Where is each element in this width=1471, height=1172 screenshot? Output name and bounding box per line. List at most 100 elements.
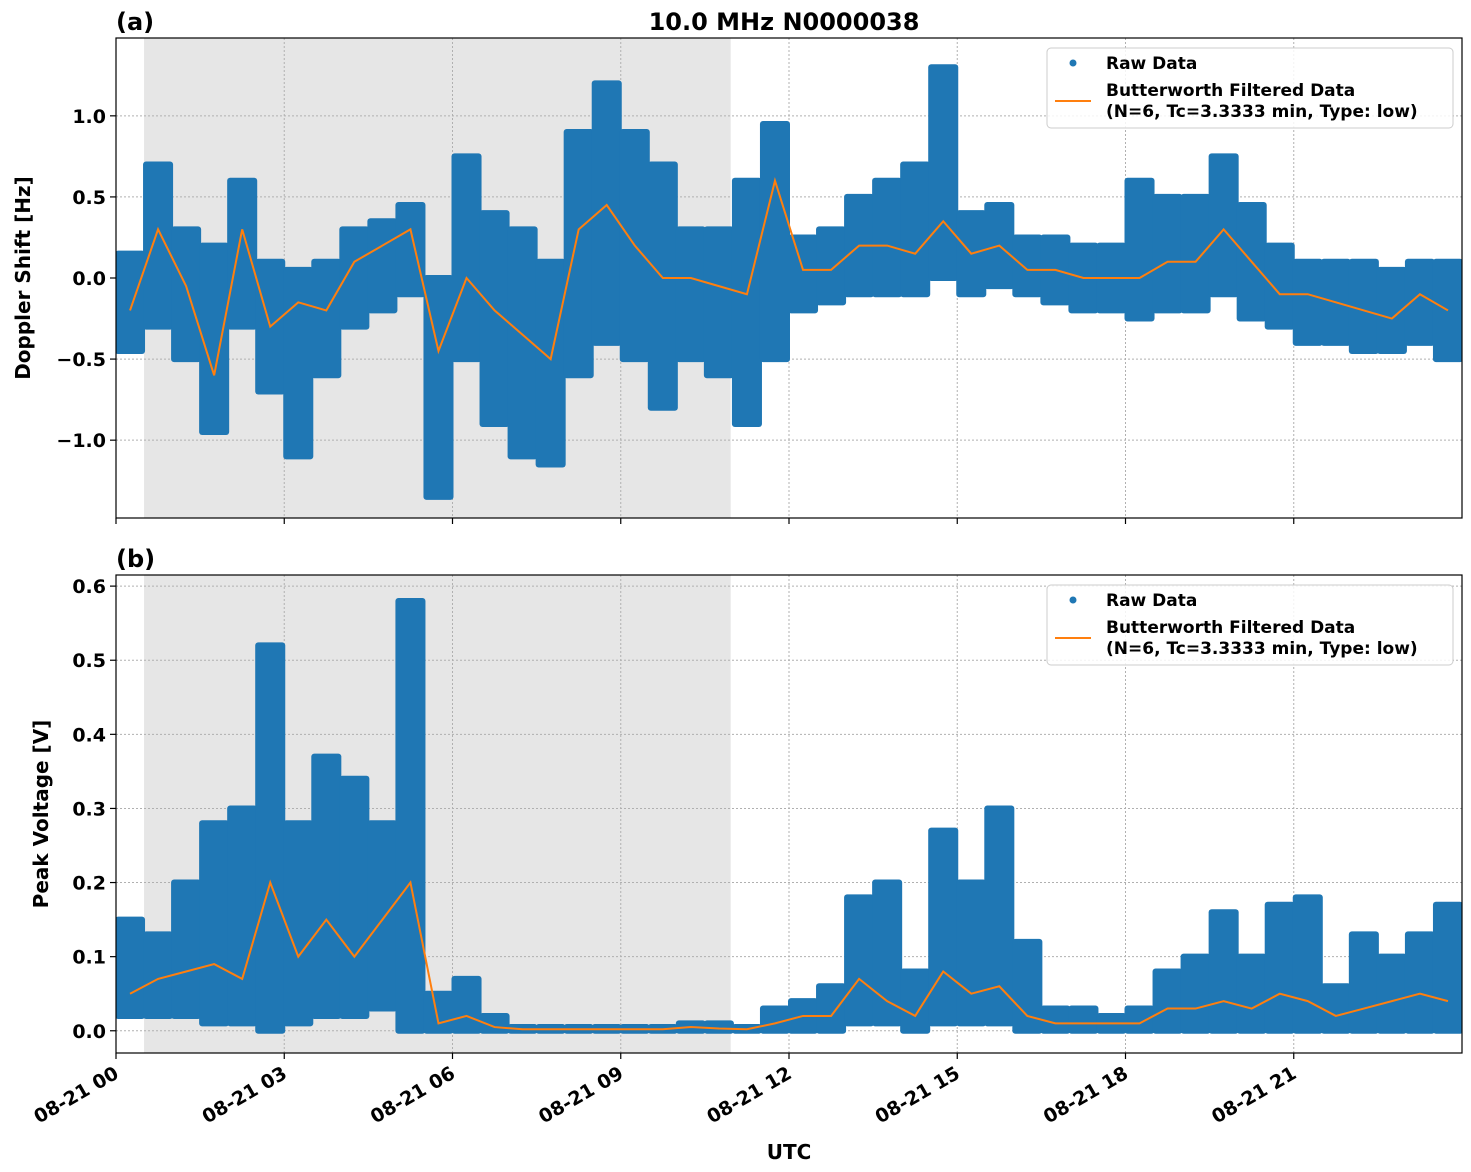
y-axis-label: Peak Voltage [V]: [29, 720, 53, 909]
y-tick-label: 0.1: [72, 947, 106, 969]
raw-data-band: [423, 990, 454, 1034]
raw-data-band: [451, 153, 482, 363]
raw-data-band: [535, 258, 566, 468]
panel-label: (b): [116, 545, 155, 573]
raw-data-band: [675, 226, 706, 363]
raw-data-band: [900, 968, 931, 1034]
raw-data-band: [1264, 901, 1295, 1034]
raw-data-band: [199, 820, 230, 1027]
raw-data-band: [1376, 266, 1407, 354]
legend-filtered-label: Butterworth Filtered Data: [1106, 618, 1355, 638]
x-tick-label: 08-21 12: [703, 1062, 795, 1128]
raw-data-band: [788, 234, 819, 314]
raw-data-band: [928, 827, 959, 1027]
raw-data-band: [1068, 1005, 1099, 1034]
legend-raw-label: Raw Data: [1106, 591, 1197, 611]
raw-data-band: [1404, 931, 1435, 1034]
raw-data-band: [1292, 894, 1323, 1034]
legend-filtered-params: (N=6, Tc=3.3333 min, Type: low): [1106, 639, 1418, 659]
raw-data-band: [367, 218, 398, 314]
raw-data-band: [1152, 968, 1183, 1034]
y-tick-label: 0.3: [72, 798, 106, 820]
raw-data-band: [339, 226, 370, 330]
filtered-data-line: [129, 177, 1449, 376]
raw-data-band: [1180, 193, 1211, 314]
raw-data-band: [872, 177, 903, 298]
raw-data-band: [900, 161, 931, 298]
raw-data-band: [731, 177, 762, 427]
raw-data-band: [759, 1005, 790, 1034]
raw-data-series: [116, 64, 1462, 500]
y-tick-label: 1.0: [72, 106, 106, 128]
raw-data-band: [956, 879, 987, 1027]
raw-data-band: [367, 820, 398, 1012]
raw-data-band: [816, 226, 847, 306]
x-tick-label: 08-21 09: [535, 1062, 627, 1128]
raw-data-band: [311, 753, 342, 1019]
raw-data-band: [171, 879, 202, 1019]
filtered-data-line: [129, 879, 1449, 1031]
raw-data-band: [928, 64, 959, 282]
raw-data-band: [1320, 983, 1351, 1034]
raw-data-band: [311, 258, 342, 379]
raw-data-band: [844, 894, 875, 1027]
y-tick-label: −1.0: [56, 430, 106, 452]
raw-data-band: [199, 242, 230, 436]
x-tick-label: 08-21 03: [198, 1062, 290, 1128]
y-tick-label: 0.2: [72, 873, 106, 895]
raw-data-band: [1432, 901, 1462, 1034]
x-tick-label: 08-21 15: [871, 1062, 963, 1128]
raw-data-band: [563, 129, 594, 379]
raw-data-band: [116, 250, 146, 354]
raw-data-band: [1124, 177, 1155, 322]
raw-data-band: [1012, 234, 1043, 298]
legend-box: [1046, 47, 1454, 129]
raw-data-band: [339, 775, 370, 1019]
raw-data-marker-icon: [1069, 596, 1077, 604]
raw-data-band: [283, 820, 314, 1027]
y-tick-label: 0.6: [72, 576, 106, 598]
raw-data-band: [227, 805, 258, 1027]
legend: Raw Data Butterworth Filtered Data(N=6, T…: [1046, 47, 1454, 129]
raw-data-band: [227, 177, 258, 330]
raw-data-band: [395, 597, 426, 1034]
raw-data-band: [984, 805, 1015, 1027]
raw-data-band: [1208, 153, 1239, 298]
y-axis-label: Doppler Shift [Hz]: [11, 176, 35, 380]
raw-data-series: [116, 597, 1462, 1034]
raw-data-band: [816, 983, 847, 1034]
raw-data-band: [1432, 258, 1462, 363]
raw-data-band: [1376, 953, 1407, 1034]
raw-data-band: [759, 120, 790, 363]
legend-filtered-label: Butterworth Filtered Data: [1106, 81, 1355, 101]
figure-title: 10.0 MHz N0000038: [649, 8, 920, 36]
y-tick-label: −0.5: [56, 349, 106, 371]
raw-data-band: [1264, 242, 1295, 330]
raw-data-band: [1180, 953, 1211, 1034]
x-axis-label: UTC: [767, 1140, 812, 1164]
x-tick-label: 08-21 18: [1040, 1062, 1132, 1128]
legend: Raw Data Butterworth Filtered Data(N=6, T…: [1046, 584, 1454, 666]
y-tick-label: 0.5: [72, 187, 106, 209]
raw-data-band: [591, 80, 622, 346]
raw-data-band: [1404, 258, 1435, 346]
legend-raw-label: Raw Data: [1106, 54, 1197, 74]
raw-data-band: [1208, 909, 1239, 1034]
legend-filtered-params: (N=6, Tc=3.3333 min, Type: low): [1106, 102, 1418, 122]
raw-data-band: [1124, 1005, 1155, 1034]
raw-data-band: [1152, 193, 1183, 314]
raw-data-band: [116, 916, 146, 1019]
raw-data-band: [1348, 931, 1379, 1034]
y-tick-label: 0.0: [72, 268, 106, 290]
raw-data-band: [479, 210, 510, 427]
legend-box: [1046, 584, 1454, 666]
y-tick-label: 0.5: [72, 650, 106, 672]
raw-data-marker-icon: [1069, 59, 1077, 67]
raw-data-band: [1236, 953, 1267, 1034]
raw-data-band: [703, 226, 734, 379]
raw-data-band: [143, 931, 174, 1019]
raw-data-band: [171, 226, 202, 363]
x-tick-label: 08-21 21: [1208, 1062, 1300, 1128]
raw-data-band: [872, 879, 903, 1027]
